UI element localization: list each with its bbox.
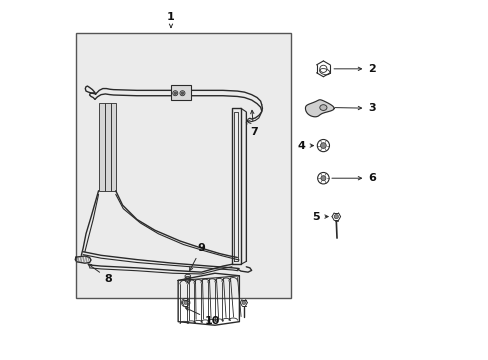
FancyBboxPatch shape [111,103,116,191]
Circle shape [183,301,187,305]
Polygon shape [305,100,333,117]
Circle shape [174,92,176,94]
Text: 4: 4 [297,140,313,150]
Circle shape [242,301,245,305]
Circle shape [320,143,325,148]
Text: 1: 1 [167,12,175,28]
Circle shape [333,215,338,219]
Text: 7: 7 [249,110,257,136]
Text: 6: 6 [331,173,375,183]
Text: 3: 3 [334,103,375,113]
Text: 10: 10 [185,308,220,325]
Circle shape [181,92,183,94]
Bar [171,85,190,100]
Bar [76,33,290,298]
FancyBboxPatch shape [99,103,105,191]
Text: 9: 9 [189,243,205,270]
Circle shape [320,176,325,181]
Text: 8: 8 [88,264,112,284]
Text: 2: 2 [333,64,375,74]
Ellipse shape [319,105,326,111]
FancyBboxPatch shape [105,103,110,191]
Text: 5: 5 [311,212,327,221]
